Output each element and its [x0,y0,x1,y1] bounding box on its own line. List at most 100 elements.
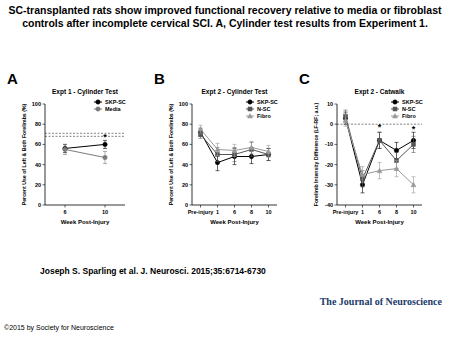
error-bar [250,142,254,156]
figure-title: SC-transplanted rats show improved funct… [8,4,442,30]
error-bar [378,163,382,179]
legend-marker [96,107,100,111]
chart-0: AExpt 1 - Cylinder Test020406080100610We… [7,70,126,225]
x-axis [45,205,125,206]
chart-1: BExpt 2 - Cylinder Test020406080100Pre-i… [154,70,278,225]
data-point [412,142,416,146]
plot-area [198,125,271,170]
chart-title: Expt 1 - Cylinder Test [52,88,119,96]
series-line [65,149,105,157]
x-tick [362,205,363,208]
y-tick-label: -40 [325,202,333,208]
error-bar [395,161,399,177]
y-tick [190,124,193,125]
y-tick-label: 0 [185,202,188,208]
y-tick [335,124,338,125]
legend-marker [96,100,100,104]
x-tick [379,205,380,208]
y-tick [190,205,193,206]
legend-label: Fibro [402,113,416,119]
error-bar [250,141,254,153]
series-line [201,132,269,162]
legend-label: SKP-SC [105,99,126,105]
y-tick-label: 80 [182,121,188,127]
panel-letter: A [7,70,18,87]
y-tick-label: -10 [325,141,333,147]
y-axis [192,104,193,205]
y-tick-label: 20 [182,182,188,188]
y-tick [43,205,46,206]
x-tick-label: 1 [361,209,364,215]
data-point [215,147,220,152]
y-axis [337,104,338,205]
data-point [103,142,107,146]
legend-label: Media [105,106,122,112]
y-tick-label: 10 [327,101,333,107]
significance-marker: * [103,132,107,142]
y-tick [190,144,193,145]
y-tick [335,205,338,206]
error-bar [63,144,67,154]
journal-logo: The Journal of Neuroscience [320,296,442,307]
citation: Joseph S. Sparling et al. J. Neurosci. 2… [40,266,266,276]
legend-marker [393,107,397,111]
significance-marker: * [412,124,416,134]
error-bar [344,114,348,126]
series-line [65,144,105,148]
legend-label: N-SC [257,106,270,112]
y-axis-label: Forelimb Intensity Difference (LF-RF; a.… [313,103,319,207]
panel-letter: B [154,70,165,87]
x-tick [217,205,218,208]
x-tick-label: Pre-injury [333,209,360,215]
x-tick-label: 1 [216,209,219,215]
data-point [411,182,416,187]
data-point [394,148,398,152]
data-point [103,155,107,159]
plot-area [45,133,125,163]
data-point [63,147,67,151]
y-tick [43,124,46,125]
y-tick [335,184,338,185]
y-axis-label: Percent Use of Left & Both Forelimbs (%) [168,104,174,206]
y-tick [190,164,193,165]
series-line [346,116,414,179]
y-tick-label: 0 [330,121,333,127]
y-tick-label: 100 [32,101,41,107]
y-tick-label: 60 [35,141,41,147]
data-point [198,127,203,132]
legend-marker [393,114,398,119]
panel-letter: C [299,70,310,87]
y-tick [43,144,46,145]
error-bar [216,143,220,155]
series-line [346,118,414,185]
x-tick [268,205,269,208]
y-tick-label: 40 [35,162,41,168]
x-axis-label: Week Post-Injury [210,219,259,225]
y-tick-label: 20 [35,182,41,188]
x-tick-label: 6 [233,209,236,215]
data-point [378,138,382,142]
chart-title: Expt 2 - Catwalk [355,88,405,96]
data-point [343,118,348,123]
chart-2: CExpt 2 - Catwalk-40-30-20-10010Pre-inju… [299,70,423,225]
error-bar [378,132,382,148]
y-tick-label: -20 [325,162,333,168]
y-tick-label: 0 [38,202,41,208]
y-tick [43,104,46,105]
legend-marker [393,100,397,104]
data-point [377,138,381,142]
error-bar [378,132,382,148]
y-tick [43,164,46,165]
series-line [346,120,414,185]
x-tick [65,205,66,208]
x-axis-label: Week Post-Injury [61,219,110,225]
legend-label: Fibro [257,113,271,119]
y-axis-label: Percent Use of Left & Both Forelimbs (%) [21,104,27,206]
x-tick [345,205,346,208]
y-tick [43,184,46,185]
legend-marker [248,100,252,104]
x-tick-label: 10 [265,209,271,215]
error-bar [103,151,107,163]
plot-area [337,110,422,193]
y-tick [190,104,193,105]
